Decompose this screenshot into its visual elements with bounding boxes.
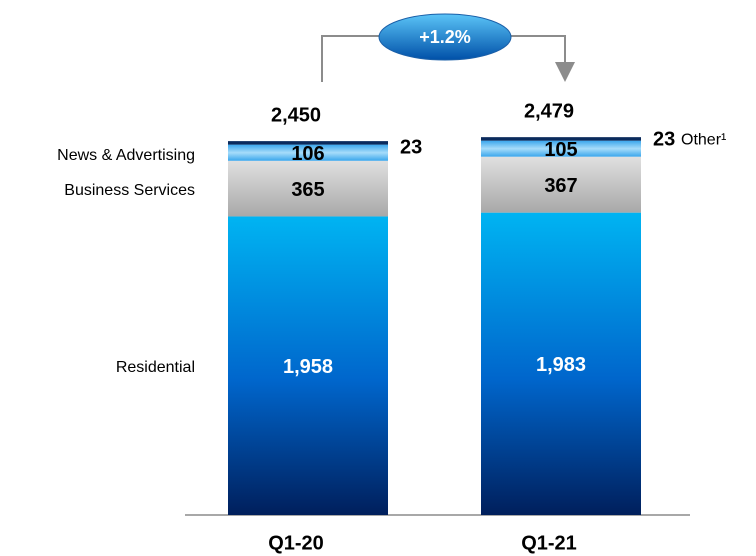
total-label: 2,450 (271, 105, 321, 127)
series-label: News & Advertising (57, 147, 195, 164)
series-label: Business Services (64, 182, 195, 199)
value-label: 23 (653, 128, 675, 150)
value-label: 106 (291, 143, 324, 165)
value-label: 1,958 (283, 356, 333, 378)
series-label: Residential (116, 359, 195, 376)
series-label: Other¹ (681, 131, 726, 148)
bar-segment (481, 140, 641, 157)
value-label: 105 (544, 139, 577, 161)
bar-segment (228, 160, 388, 217)
bar-segment (481, 212, 641, 515)
change-label: +1.2% (419, 27, 471, 47)
value-label: 1,983 (536, 354, 586, 376)
value-label: 365 (291, 179, 324, 201)
total-label: 2,479 (524, 100, 574, 122)
bar-segment (481, 156, 641, 213)
bar-segment (481, 137, 641, 141)
value-label: 23 (400, 136, 422, 158)
x-tick-label: Q1-21 (521, 532, 577, 554)
x-tick-label: Q1-20 (268, 532, 324, 554)
bar-segment (228, 216, 388, 516)
bar-segment (228, 141, 388, 145)
change-bubble (378, 13, 512, 61)
value-label: 367 (544, 175, 577, 197)
bar-segment (228, 144, 388, 161)
